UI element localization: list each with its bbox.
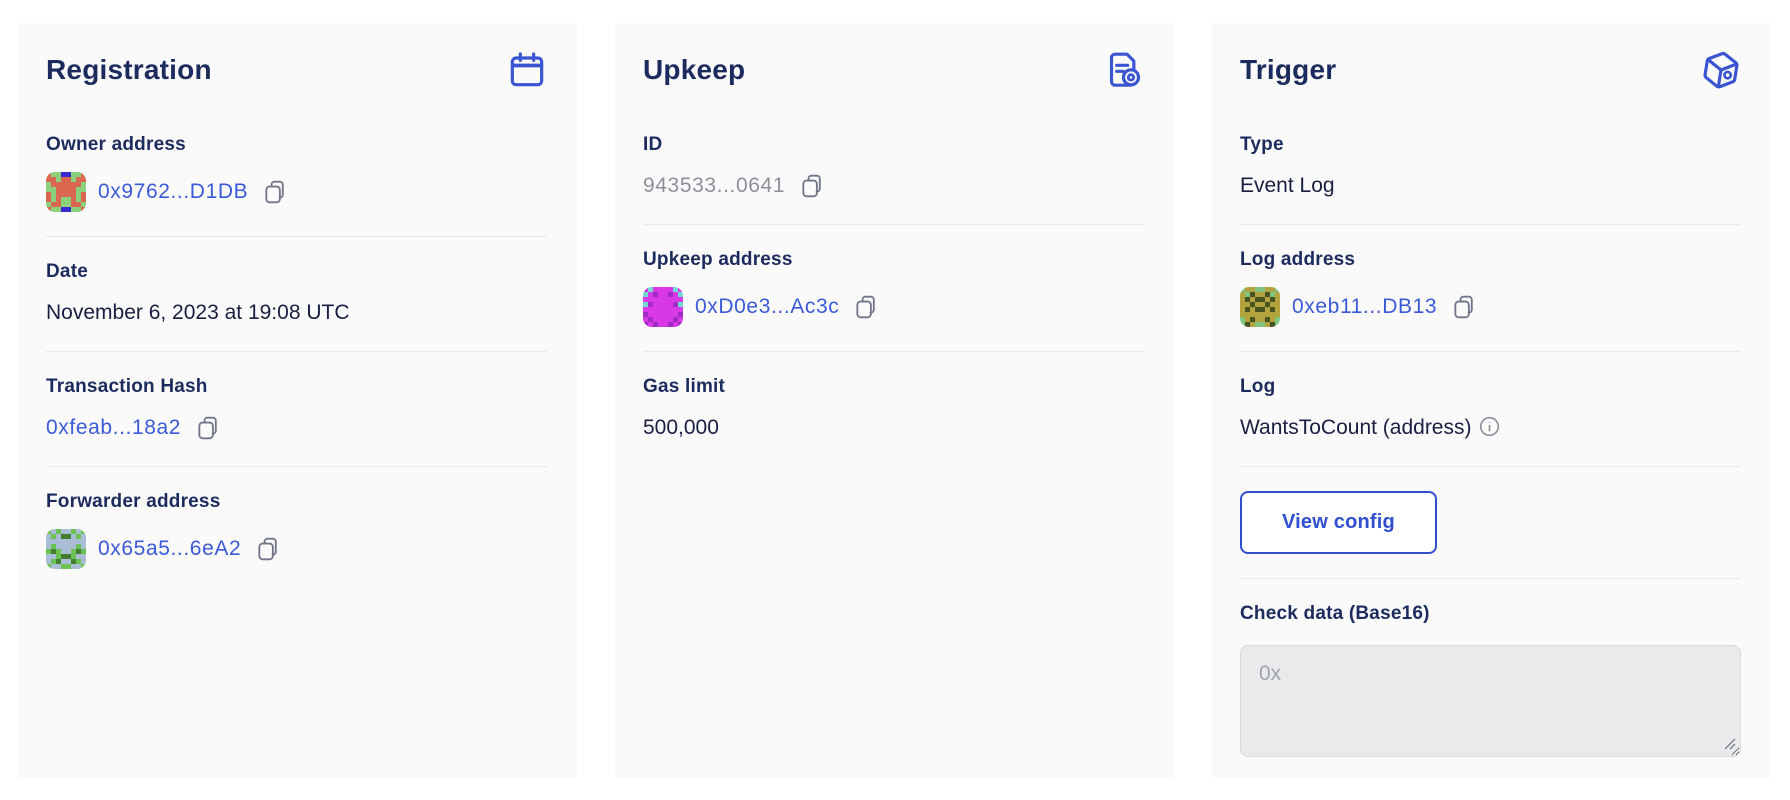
date-label: Date bbox=[46, 261, 88, 282]
owner-address-label: Owner address bbox=[46, 134, 186, 155]
log-value: WantsToCount (address) bbox=[1240, 416, 1472, 439]
upkeep-id-row: ID 943533...0641 bbox=[643, 110, 1144, 224]
copy-icon[interactable] bbox=[262, 178, 288, 206]
gas-limit-row: Gas limit 500,000 bbox=[643, 351, 1144, 466]
check-data-input[interactable] bbox=[1240, 645, 1741, 757]
check-data-row: Check data (Base16) bbox=[1240, 578, 1741, 786]
transaction-hash-row: Transaction Hash 0xfeab...18a2 bbox=[46, 351, 547, 466]
log-row: Log WantsToCount (address) bbox=[1240, 351, 1741, 466]
owner-address-avatar bbox=[46, 172, 86, 212]
copy-icon[interactable] bbox=[255, 535, 281, 563]
registration-title: Registration bbox=[46, 54, 212, 85]
forwarder-address-row: Forwarder address 0x65a5...6eA2 bbox=[46, 466, 547, 593]
upkeep-address-avatar bbox=[643, 287, 683, 327]
trigger-type-value: Event Log bbox=[1240, 174, 1335, 197]
document-gear-icon bbox=[1104, 50, 1144, 90]
upkeep-address-link[interactable]: 0xD0e3...Ac3c bbox=[695, 295, 840, 318]
cube-icon bbox=[1701, 50, 1741, 90]
check-data-label: Check data (Base16) bbox=[1240, 603, 1430, 624]
copy-icon[interactable] bbox=[195, 414, 221, 442]
upkeep-address-label: Upkeep address bbox=[643, 249, 793, 270]
trigger-card: Trigger Type Event Log Log address 0xeb1… bbox=[1212, 23, 1771, 778]
view-config-row: View config bbox=[1240, 466, 1741, 578]
upkeep-id-value: 943533...0641 bbox=[643, 174, 786, 197]
upkeep-address-row: Upkeep address 0xD0e3...Ac3c bbox=[643, 224, 1144, 351]
forwarder-address-avatar bbox=[46, 529, 86, 569]
transaction-hash-link[interactable]: 0xfeab...18a2 bbox=[46, 416, 182, 439]
log-address-row: Log address 0xeb11...DB13 bbox=[1240, 224, 1741, 351]
upkeep-card-header: Upkeep bbox=[643, 50, 1144, 90]
trigger-type-label: Type bbox=[1240, 134, 1284, 155]
owner-address-link[interactable]: 0x9762...D1DB bbox=[98, 180, 249, 203]
log-address-avatar bbox=[1240, 287, 1280, 327]
info-icon[interactable] bbox=[1479, 416, 1500, 437]
view-config-button[interactable]: View config bbox=[1240, 491, 1437, 554]
date-row: Date November 6, 2023 at 19:08 UTC bbox=[46, 236, 547, 351]
registration-card-header: Registration bbox=[46, 50, 547, 90]
upkeep-id-label: ID bbox=[643, 134, 663, 155]
calendar-icon bbox=[507, 50, 547, 90]
log-address-label: Log address bbox=[1240, 249, 1356, 270]
owner-address-row: Owner address 0x9762...D1DB bbox=[46, 110, 547, 236]
gas-limit-value: 500,000 bbox=[643, 416, 719, 439]
forwarder-address-link[interactable]: 0x65a5...6eA2 bbox=[98, 537, 242, 560]
trigger-card-header: Trigger bbox=[1240, 50, 1741, 90]
registration-card: Registration Owner address 0x9762...D1DB bbox=[18, 23, 577, 778]
upkeep-card: Upkeep ID 943533...0641 bbox=[615, 23, 1174, 778]
log-value-line: WantsToCount (address) bbox=[1240, 414, 1741, 442]
upkeep-title: Upkeep bbox=[643, 54, 746, 85]
log-label: Log bbox=[1240, 376, 1276, 397]
copy-icon[interactable] bbox=[853, 293, 879, 321]
trigger-title: Trigger bbox=[1240, 54, 1337, 85]
gas-limit-label: Gas limit bbox=[643, 376, 726, 397]
forwarder-address-label: Forwarder address bbox=[46, 491, 221, 512]
trigger-type-row: Type Event Log bbox=[1240, 110, 1741, 224]
copy-icon[interactable] bbox=[799, 172, 825, 200]
copy-icon[interactable] bbox=[1451, 293, 1477, 321]
date-value: November 6, 2023 at 19:08 UTC bbox=[46, 301, 350, 324]
transaction-hash-label: Transaction Hash bbox=[46, 376, 208, 397]
log-address-link[interactable]: 0xeb11...DB13 bbox=[1292, 295, 1438, 318]
